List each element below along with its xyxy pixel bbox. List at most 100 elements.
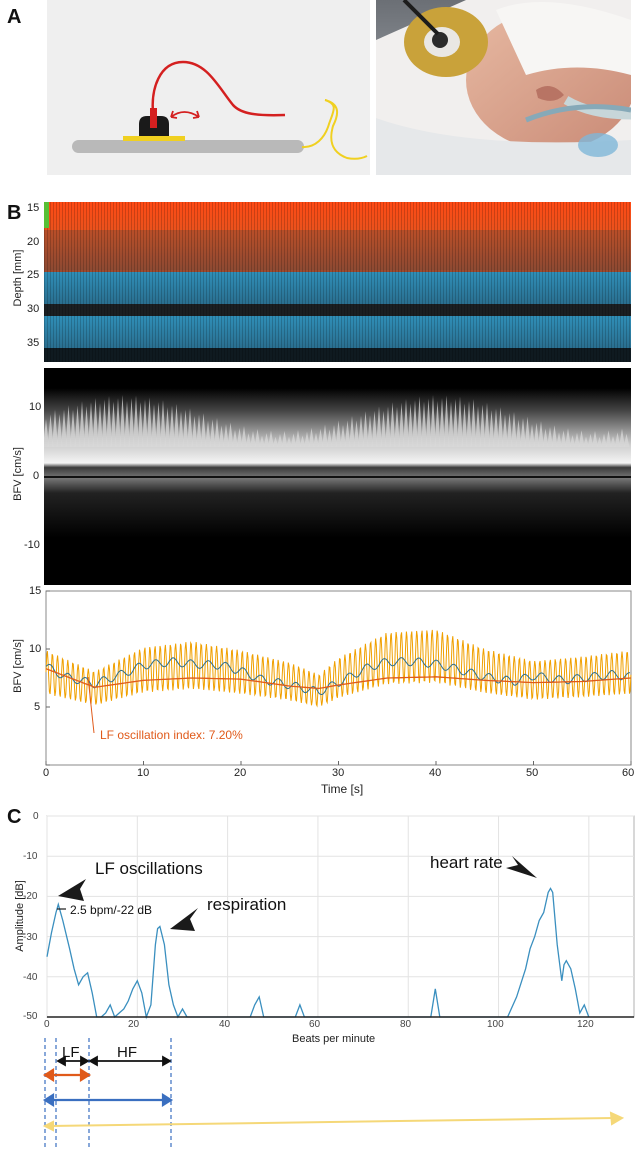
systolic-peak	[619, 428, 625, 447]
depth-gate-marker	[44, 202, 49, 228]
systolic-peak	[484, 402, 490, 447]
systolic-peak	[232, 429, 238, 447]
systolic-peak	[299, 435, 306, 447]
systolic-peak	[529, 424, 535, 447]
systolic-peak	[560, 430, 567, 447]
lf-arrowhead-icon	[58, 879, 86, 901]
systolic-peak	[110, 401, 117, 447]
total-power-range-arrow	[42, 1093, 174, 1107]
systolic-peak	[263, 433, 270, 447]
systolic-peak	[164, 407, 171, 447]
systolic-peak	[272, 436, 279, 447]
spectrogram-axis-label: BFV [cm/s]	[12, 447, 24, 501]
lf-peak-label: 2.5 bpm/-22 dB	[70, 903, 153, 917]
systolic-peak	[371, 410, 378, 447]
probe-connector	[150, 108, 157, 128]
lf-index-leader	[87, 676, 95, 734]
systolic-peak	[533, 422, 540, 447]
hf-band-label: HF	[117, 1044, 137, 1061]
systolic-peak	[601, 433, 607, 447]
systolic-peak	[434, 401, 441, 447]
systolic-peak	[394, 406, 400, 447]
systolic-peak	[421, 401, 427, 447]
systolic-peak	[101, 399, 108, 447]
systolic-peak	[44, 419, 49, 447]
systolic-peak	[587, 433, 594, 447]
infant-photo	[376, 0, 631, 175]
systolic-peak	[277, 433, 283, 447]
lf-oscillation-range-arrow	[42, 1068, 92, 1082]
systolic-peak	[362, 411, 369, 447]
systolic-peak	[452, 399, 459, 447]
systolic-peak	[430, 395, 436, 447]
systolic-peak	[547, 426, 553, 447]
systolic-peak	[506, 413, 513, 447]
systolic-peak	[223, 423, 229, 447]
systolic-peak	[376, 406, 382, 447]
systolic-peak	[308, 427, 315, 447]
systolic-peak	[610, 435, 616, 447]
frequency-band-diagram	[42, 1038, 625, 1149]
probe-cable-photo	[402, 0, 440, 36]
systolic-peak	[574, 432, 580, 447]
spectrum-ytick: -30	[23, 932, 38, 943]
lf-oscillations-label: LF oscillations	[95, 859, 203, 878]
systolic-peak	[416, 396, 423, 447]
depth-tick: 35	[27, 337, 40, 349]
eeg-cable	[301, 99, 368, 160]
systolic-peak	[623, 433, 630, 447]
trace-ytick: 15	[29, 585, 42, 597]
systolic-peak	[286, 436, 292, 447]
trace-xtick: 50	[526, 767, 539, 779]
systolic-peak	[146, 397, 153, 447]
systolic-peak	[578, 430, 585, 447]
systolic-peak	[191, 415, 198, 447]
trace-xlabel: Time [s]	[321, 782, 364, 796]
systolic-peak	[439, 398, 445, 447]
trace-xtick: 0	[43, 767, 50, 779]
lf-band-arrow	[56, 1055, 90, 1067]
hf-band-arrow	[88, 1055, 172, 1067]
systolic-peak	[200, 413, 207, 447]
systolic-peak	[151, 404, 157, 447]
systolic-peak	[614, 432, 621, 447]
spectrum-chart	[46, 815, 635, 1020]
systolic-peak	[488, 410, 495, 447]
heart-rate-label: heart rate	[430, 853, 503, 872]
systolic-peak	[461, 403, 468, 447]
rotation-arrow	[170, 111, 200, 118]
bfv-respiratory-trace	[45, 657, 631, 695]
systolic-peak	[250, 431, 256, 447]
systolic-peak	[74, 405, 81, 447]
depth-tick: 15	[27, 202, 40, 214]
systolic-peak	[254, 428, 261, 447]
spectrum-xlabel: Beats per minute	[292, 1033, 376, 1045]
systolic-peak	[115, 398, 121, 447]
depth-mode-image	[44, 202, 631, 362]
systolic-peak	[538, 421, 544, 447]
systolic-peak	[290, 433, 297, 447]
systolic-peak	[367, 415, 373, 447]
systolic-peak	[173, 403, 180, 447]
systolic-peak	[380, 410, 387, 447]
trace-ytick: 10	[29, 643, 42, 655]
spectrum-ytick: -50	[23, 1011, 38, 1022]
systolic-peak	[403, 398, 409, 447]
depth-tick: 30	[27, 303, 40, 315]
nasal-tube	[563, 96, 631, 120]
systolic-peak	[241, 426, 247, 447]
systolic-peak	[61, 409, 67, 447]
bfv-tick-marks	[45, 590, 632, 766]
infant-photo-drawing	[376, 0, 631, 175]
systolic-peak	[209, 419, 216, 447]
systolic-peak	[259, 435, 265, 447]
systolic-peak	[155, 401, 162, 447]
systolic-peak	[340, 425, 346, 447]
adhesive-pad	[123, 136, 185, 141]
heart-rate-arrowhead-icon	[506, 856, 537, 878]
systolic-peak	[398, 402, 405, 447]
systolic-peak	[407, 403, 414, 447]
systolic-peak	[218, 425, 225, 447]
spectrogram-tick: 10	[29, 401, 42, 413]
spectrum-plot-area	[46, 815, 635, 1018]
